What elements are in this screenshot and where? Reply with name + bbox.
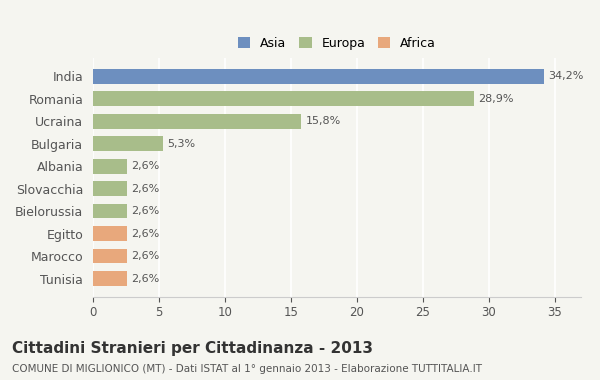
Text: 2,6%: 2,6%	[131, 274, 160, 283]
Text: 34,2%: 34,2%	[548, 71, 583, 81]
Text: COMUNE DI MIGLIONICO (MT) - Dati ISTAT al 1° gennaio 2013 - Elaborazione TUTTITA: COMUNE DI MIGLIONICO (MT) - Dati ISTAT a…	[12, 364, 482, 374]
Text: 2,6%: 2,6%	[131, 229, 160, 239]
Text: Cittadini Stranieri per Cittadinanza - 2013: Cittadini Stranieri per Cittadinanza - 2…	[12, 341, 373, 356]
Bar	[93, 136, 163, 151]
Bar	[93, 159, 127, 174]
Text: 2,6%: 2,6%	[131, 251, 160, 261]
Bar	[93, 181, 127, 196]
Bar	[93, 114, 301, 128]
Text: 28,9%: 28,9%	[478, 94, 514, 104]
Bar	[93, 226, 127, 241]
Legend: Asia, Europa, Africa: Asia, Europa, Africa	[234, 33, 440, 54]
Bar	[93, 249, 127, 263]
Text: 5,3%: 5,3%	[167, 139, 195, 149]
Bar	[93, 271, 127, 286]
Text: 2,6%: 2,6%	[131, 206, 160, 216]
Text: 2,6%: 2,6%	[131, 161, 160, 171]
Bar	[93, 69, 544, 84]
Text: 2,6%: 2,6%	[131, 184, 160, 194]
Bar	[93, 204, 127, 218]
Text: 15,8%: 15,8%	[305, 116, 341, 126]
Bar	[93, 92, 474, 106]
